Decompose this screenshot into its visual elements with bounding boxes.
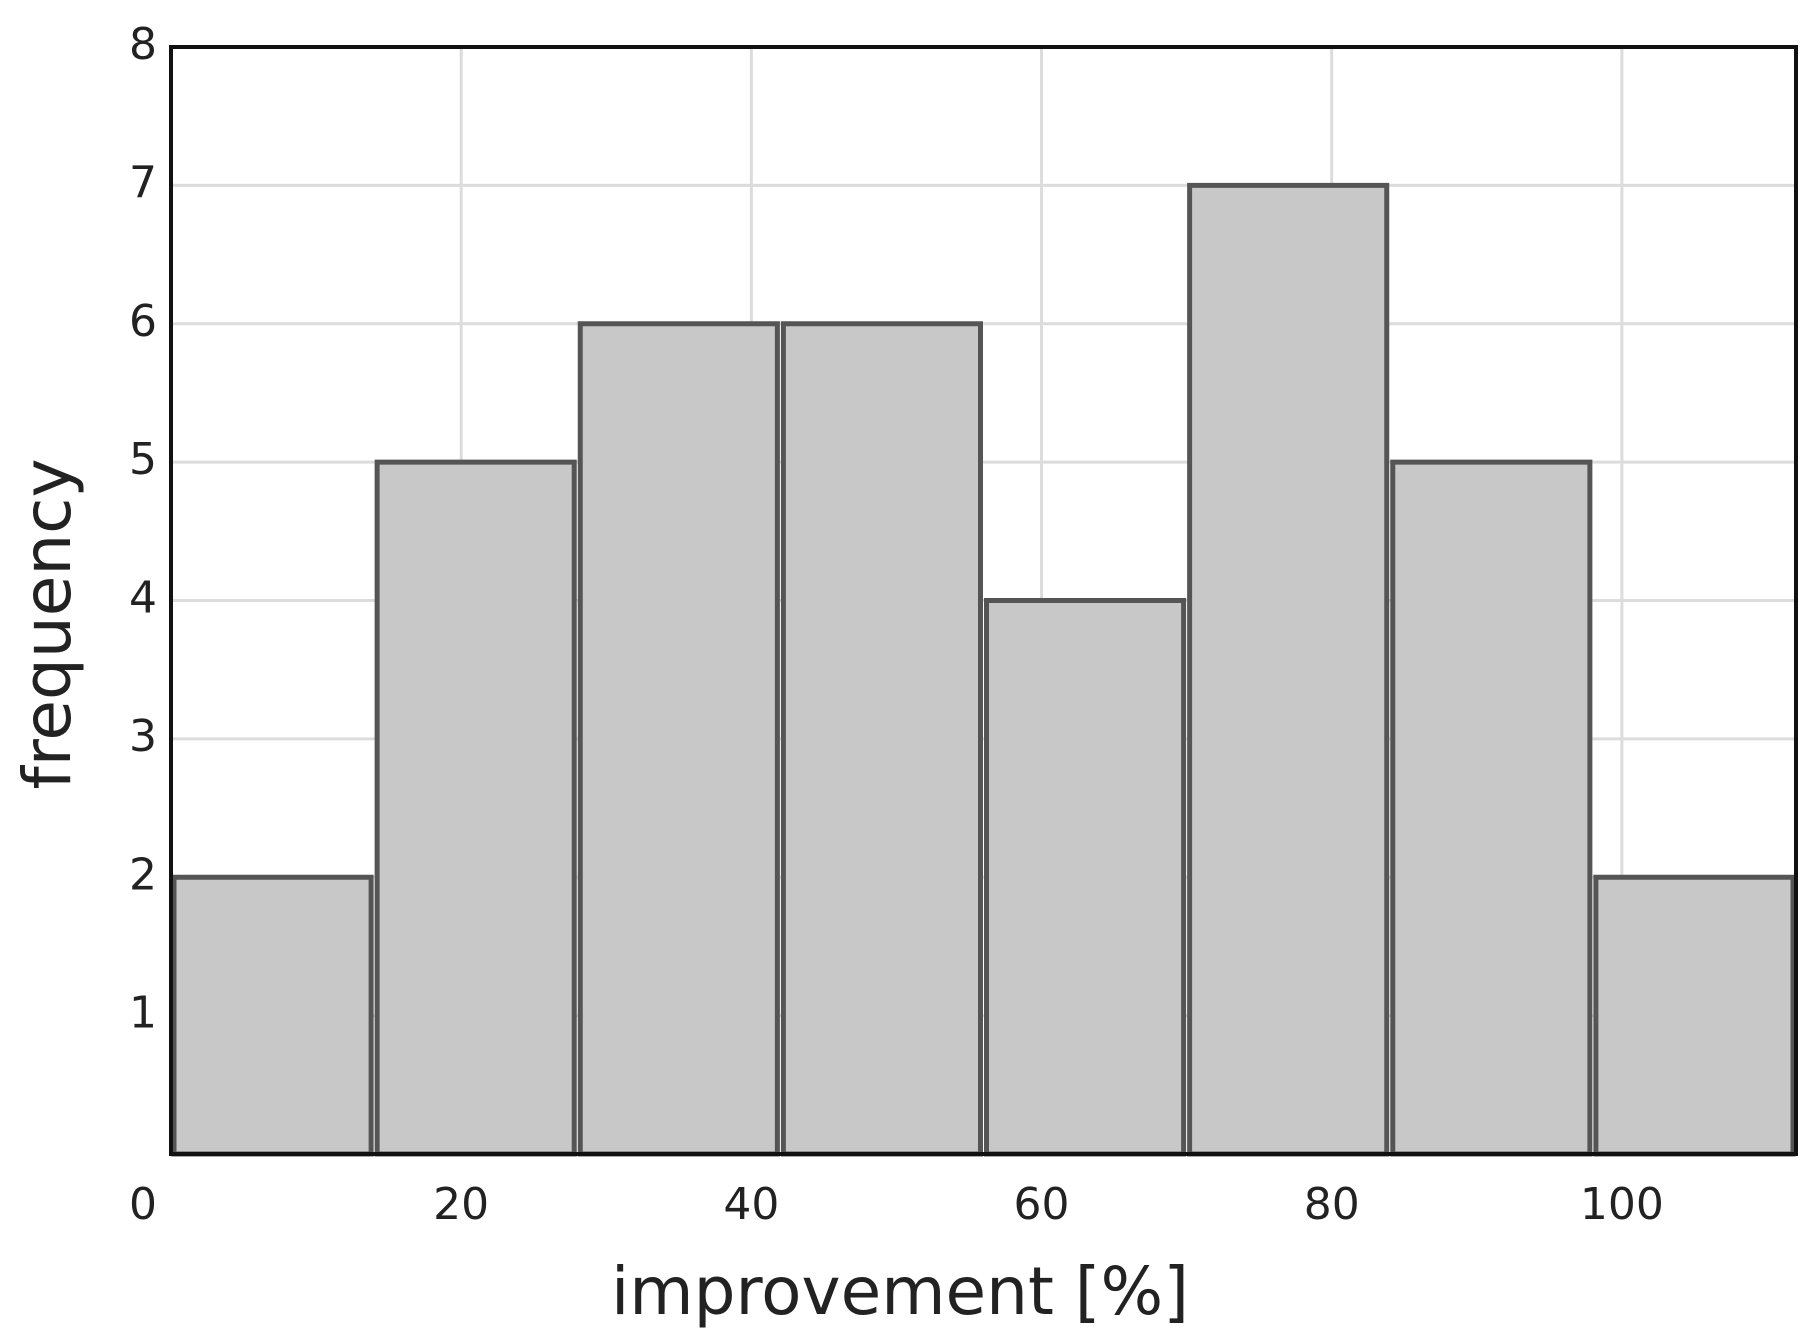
x-tick-label: 20	[433, 1179, 489, 1230]
bar	[1390, 459, 1593, 1157]
plot-frame	[169, 45, 1798, 1156]
bar	[577, 321, 780, 1157]
bar	[984, 598, 1187, 1157]
y-tick-label: 4	[129, 573, 157, 624]
x-tick-label: 60	[1014, 1179, 1070, 1230]
y-tick-label: 6	[129, 296, 157, 347]
bar	[1187, 182, 1390, 1157]
bar	[1593, 874, 1796, 1157]
x-axis-label: improvement [%]	[611, 1253, 1189, 1330]
x-tick-label: 0	[129, 1179, 157, 1230]
y-axis-label: frequency	[9, 458, 86, 789]
y-tick-label: 7	[129, 157, 157, 208]
x-tick-label: 40	[723, 1179, 779, 1230]
y-tick-label: 3	[129, 711, 157, 762]
y-tick-label: 5	[129, 434, 157, 485]
bar	[780, 321, 983, 1157]
bar	[374, 459, 577, 1157]
x-tick-label: 80	[1304, 1179, 1360, 1230]
y-tick-label: 8	[129, 19, 157, 70]
x-tick-label: 100	[1580, 1179, 1664, 1230]
bar	[171, 874, 374, 1157]
y-tick-label: 1	[129, 988, 157, 1039]
y-tick-label: 2	[129, 849, 157, 900]
